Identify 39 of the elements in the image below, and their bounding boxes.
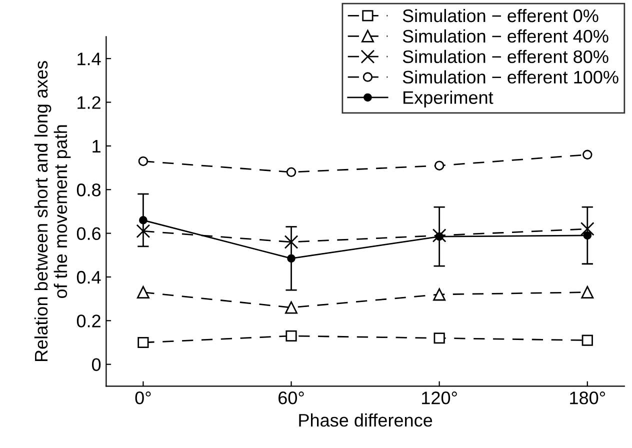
point <box>139 216 148 224</box>
point <box>286 167 296 178</box>
point <box>285 301 298 314</box>
point <box>432 228 446 242</box>
point <box>581 286 594 299</box>
legend-label: Simulation − efferent 80% <box>402 50 608 64</box>
x-tick-label: 120° <box>422 392 457 404</box>
y-tick-label: 0.4 <box>76 270 101 284</box>
point <box>136 286 150 299</box>
point <box>138 336 149 348</box>
x-tick-label: 60° <box>278 392 304 404</box>
point <box>582 150 592 160</box>
point <box>287 254 296 263</box>
y-tick-label: 0.8 <box>76 184 101 196</box>
y-tick-label: 0 <box>92 358 101 372</box>
point <box>580 222 594 236</box>
point <box>138 156 148 166</box>
y-tick-label: 1.2 <box>78 96 100 109</box>
y-axis-title: Relation between short and long axes of the movement path <box>34 61 71 362</box>
y-tick-label: 0.2 <box>76 314 100 328</box>
point <box>582 334 593 346</box>
y-tick-label: 0.6 <box>76 227 101 240</box>
point <box>434 160 444 170</box>
point <box>434 332 445 344</box>
point <box>583 231 592 240</box>
point <box>136 224 150 238</box>
point <box>286 330 297 342</box>
legend-label: Simulation − efferent 0% <box>402 8 598 22</box>
x-tick-label: 0° <box>135 392 151 404</box>
legend-label: Simulation − efferent 100% <box>402 70 618 84</box>
point <box>435 232 444 241</box>
x-axis-title: Phase difference <box>299 413 432 427</box>
point <box>284 235 298 249</box>
y-tick-label: 1.4 <box>78 52 101 66</box>
legend-label: Experiment <box>404 90 494 108</box>
y-tick-label: 1 <box>92 140 100 152</box>
legend-label: Simulation − efferent 40% <box>402 29 608 43</box>
point <box>433 288 446 301</box>
x-tick-label: 180° <box>570 392 605 404</box>
